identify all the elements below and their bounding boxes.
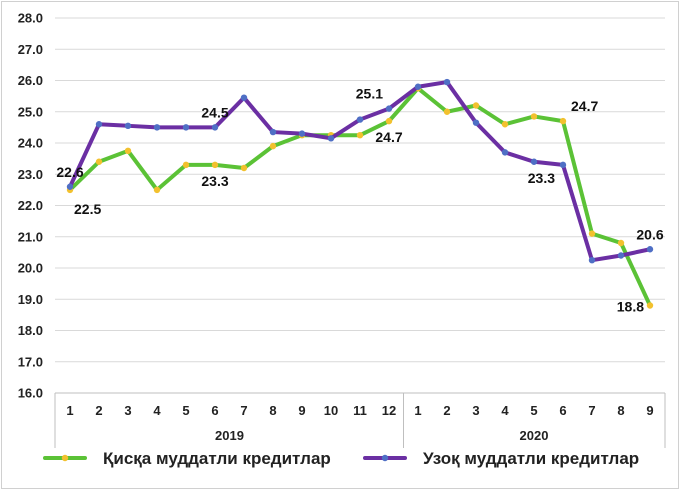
data-point: [356, 131, 364, 139]
data-point: [153, 186, 161, 194]
series-line-2: [68, 80, 652, 263]
data-point: [646, 246, 654, 253]
data-point: [153, 124, 161, 131]
y-axis-ticks: 16.0 17.0 18.0 19.0 20.0 21.0 22.0 23.0 24.0 25.0…: [18, 11, 43, 401]
x-tick-label: 3: [472, 403, 479, 418]
y-tick-label: 23.0: [18, 167, 43, 182]
x-tick-label: 5: [530, 403, 537, 418]
y-tick-label: 27.0: [18, 42, 43, 57]
y-tick-label: 25.0: [18, 104, 43, 119]
data-label: 18.8: [617, 299, 644, 315]
data-point: [559, 161, 567, 169]
data-label: 22.5: [74, 201, 101, 217]
legend-marker: [381, 454, 389, 462]
data-label: 24.7: [375, 129, 402, 145]
x-tick-label: 6: [559, 403, 566, 418]
data-point: [211, 124, 219, 131]
data-label: 22.6: [56, 164, 83, 180]
data-label: 23.3: [201, 173, 228, 189]
y-tick-label: 28.0: [18, 11, 43, 26]
data-point: [588, 256, 596, 264]
data-point: [472, 102, 480, 109]
data-label: 25.1: [356, 86, 383, 102]
data-point: [66, 183, 74, 190]
x-tick-label: 9: [646, 403, 653, 418]
data-point: [443, 108, 451, 115]
year-label: 2020: [520, 428, 549, 443]
data-point: [182, 161, 190, 169]
y-tick-label: 19.0: [18, 292, 43, 307]
data-point: [501, 121, 509, 128]
data-point: [559, 117, 567, 125]
data-point: [530, 113, 538, 120]
x-tick-label: 1: [66, 403, 73, 418]
y-tick-label: 26.0: [18, 73, 43, 88]
y-tick-label: 22.0: [18, 198, 43, 213]
data-point: [356, 116, 364, 123]
y-tick-label: 24.0: [18, 136, 43, 151]
x-tick-label: 10: [324, 403, 338, 418]
y-tick-label: 16.0: [18, 386, 43, 401]
x-tick-label: 7: [588, 403, 595, 418]
data-point: [472, 119, 480, 126]
data-point: [95, 158, 103, 165]
data-point: [617, 252, 625, 259]
data-point: [240, 164, 248, 172]
x-tick-label: 2: [443, 403, 450, 418]
data-point: [646, 302, 654, 309]
data-labels: 22.6 22.5 24.5 23.3 25.1 24.7 24.7 23.3 20.6 18.8: [56, 86, 663, 315]
data-point: [327, 135, 335, 142]
x-tick-label: 8: [617, 403, 624, 418]
x-tick-label: 7: [240, 403, 247, 418]
y-tick-label: 20.0: [18, 261, 43, 276]
x-tick-label: 3: [124, 403, 131, 418]
gridlines: [55, 17, 665, 394]
data-point: [385, 105, 393, 112]
data-label: 23.3: [528, 170, 555, 186]
data-point: [124, 147, 132, 155]
y-tick-label: 18.0: [18, 323, 43, 338]
data-label: 20.6: [636, 226, 663, 242]
year-label: 2019: [215, 428, 244, 443]
x-tick-label: 4: [501, 403, 509, 418]
x-tick-label: 11: [353, 403, 367, 418]
x-tick-label: 4: [153, 403, 161, 418]
data-point: [501, 149, 509, 156]
y-tick-label: 17.0: [18, 354, 43, 369]
x-tick-label: 8: [269, 403, 276, 418]
data-point: [269, 128, 277, 136]
x-tick-label: 12: [382, 403, 396, 418]
data-label: 24.5: [201, 104, 228, 120]
year-groups: 2019 2020: [54, 393, 666, 448]
data-point: [269, 142, 277, 150]
data-label: 24.7: [571, 98, 598, 114]
data-point: [240, 94, 248, 101]
data-point: [385, 117, 393, 125]
data-point: [617, 239, 625, 247]
data-point: [124, 122, 132, 130]
data-point: [530, 158, 538, 165]
x-tick-label: 1: [414, 403, 421, 418]
data-point: [414, 83, 422, 90]
data-point: [588, 230, 596, 237]
legend-entry: Қисқа муддатли кредитлар: [103, 449, 331, 468]
legend-entry: Узоқ муддатли кредитлар: [423, 449, 639, 468]
data-point: [95, 121, 103, 128]
x-axis-ticks: 1 2 3 4 5 6 7 8 9 10 11 12 1 2 3 4 5 6 7 8 9: [66, 403, 653, 418]
x-tick-label: 9: [298, 403, 305, 418]
x-tick-label: 2: [95, 403, 102, 418]
legend-marker: [61, 454, 69, 462]
x-tick-label: 5: [182, 403, 189, 418]
data-point: [182, 124, 190, 131]
y-tick-label: 21.0: [18, 229, 43, 244]
legend: Қисқа муддатли кредитлар Узоқ муддатли кр…: [43, 449, 639, 468]
data-point: [443, 78, 451, 86]
series-group: [66, 78, 654, 309]
data-point: [298, 130, 306, 137]
x-tick-label: 6: [211, 403, 218, 418]
data-point: [211, 161, 219, 169]
